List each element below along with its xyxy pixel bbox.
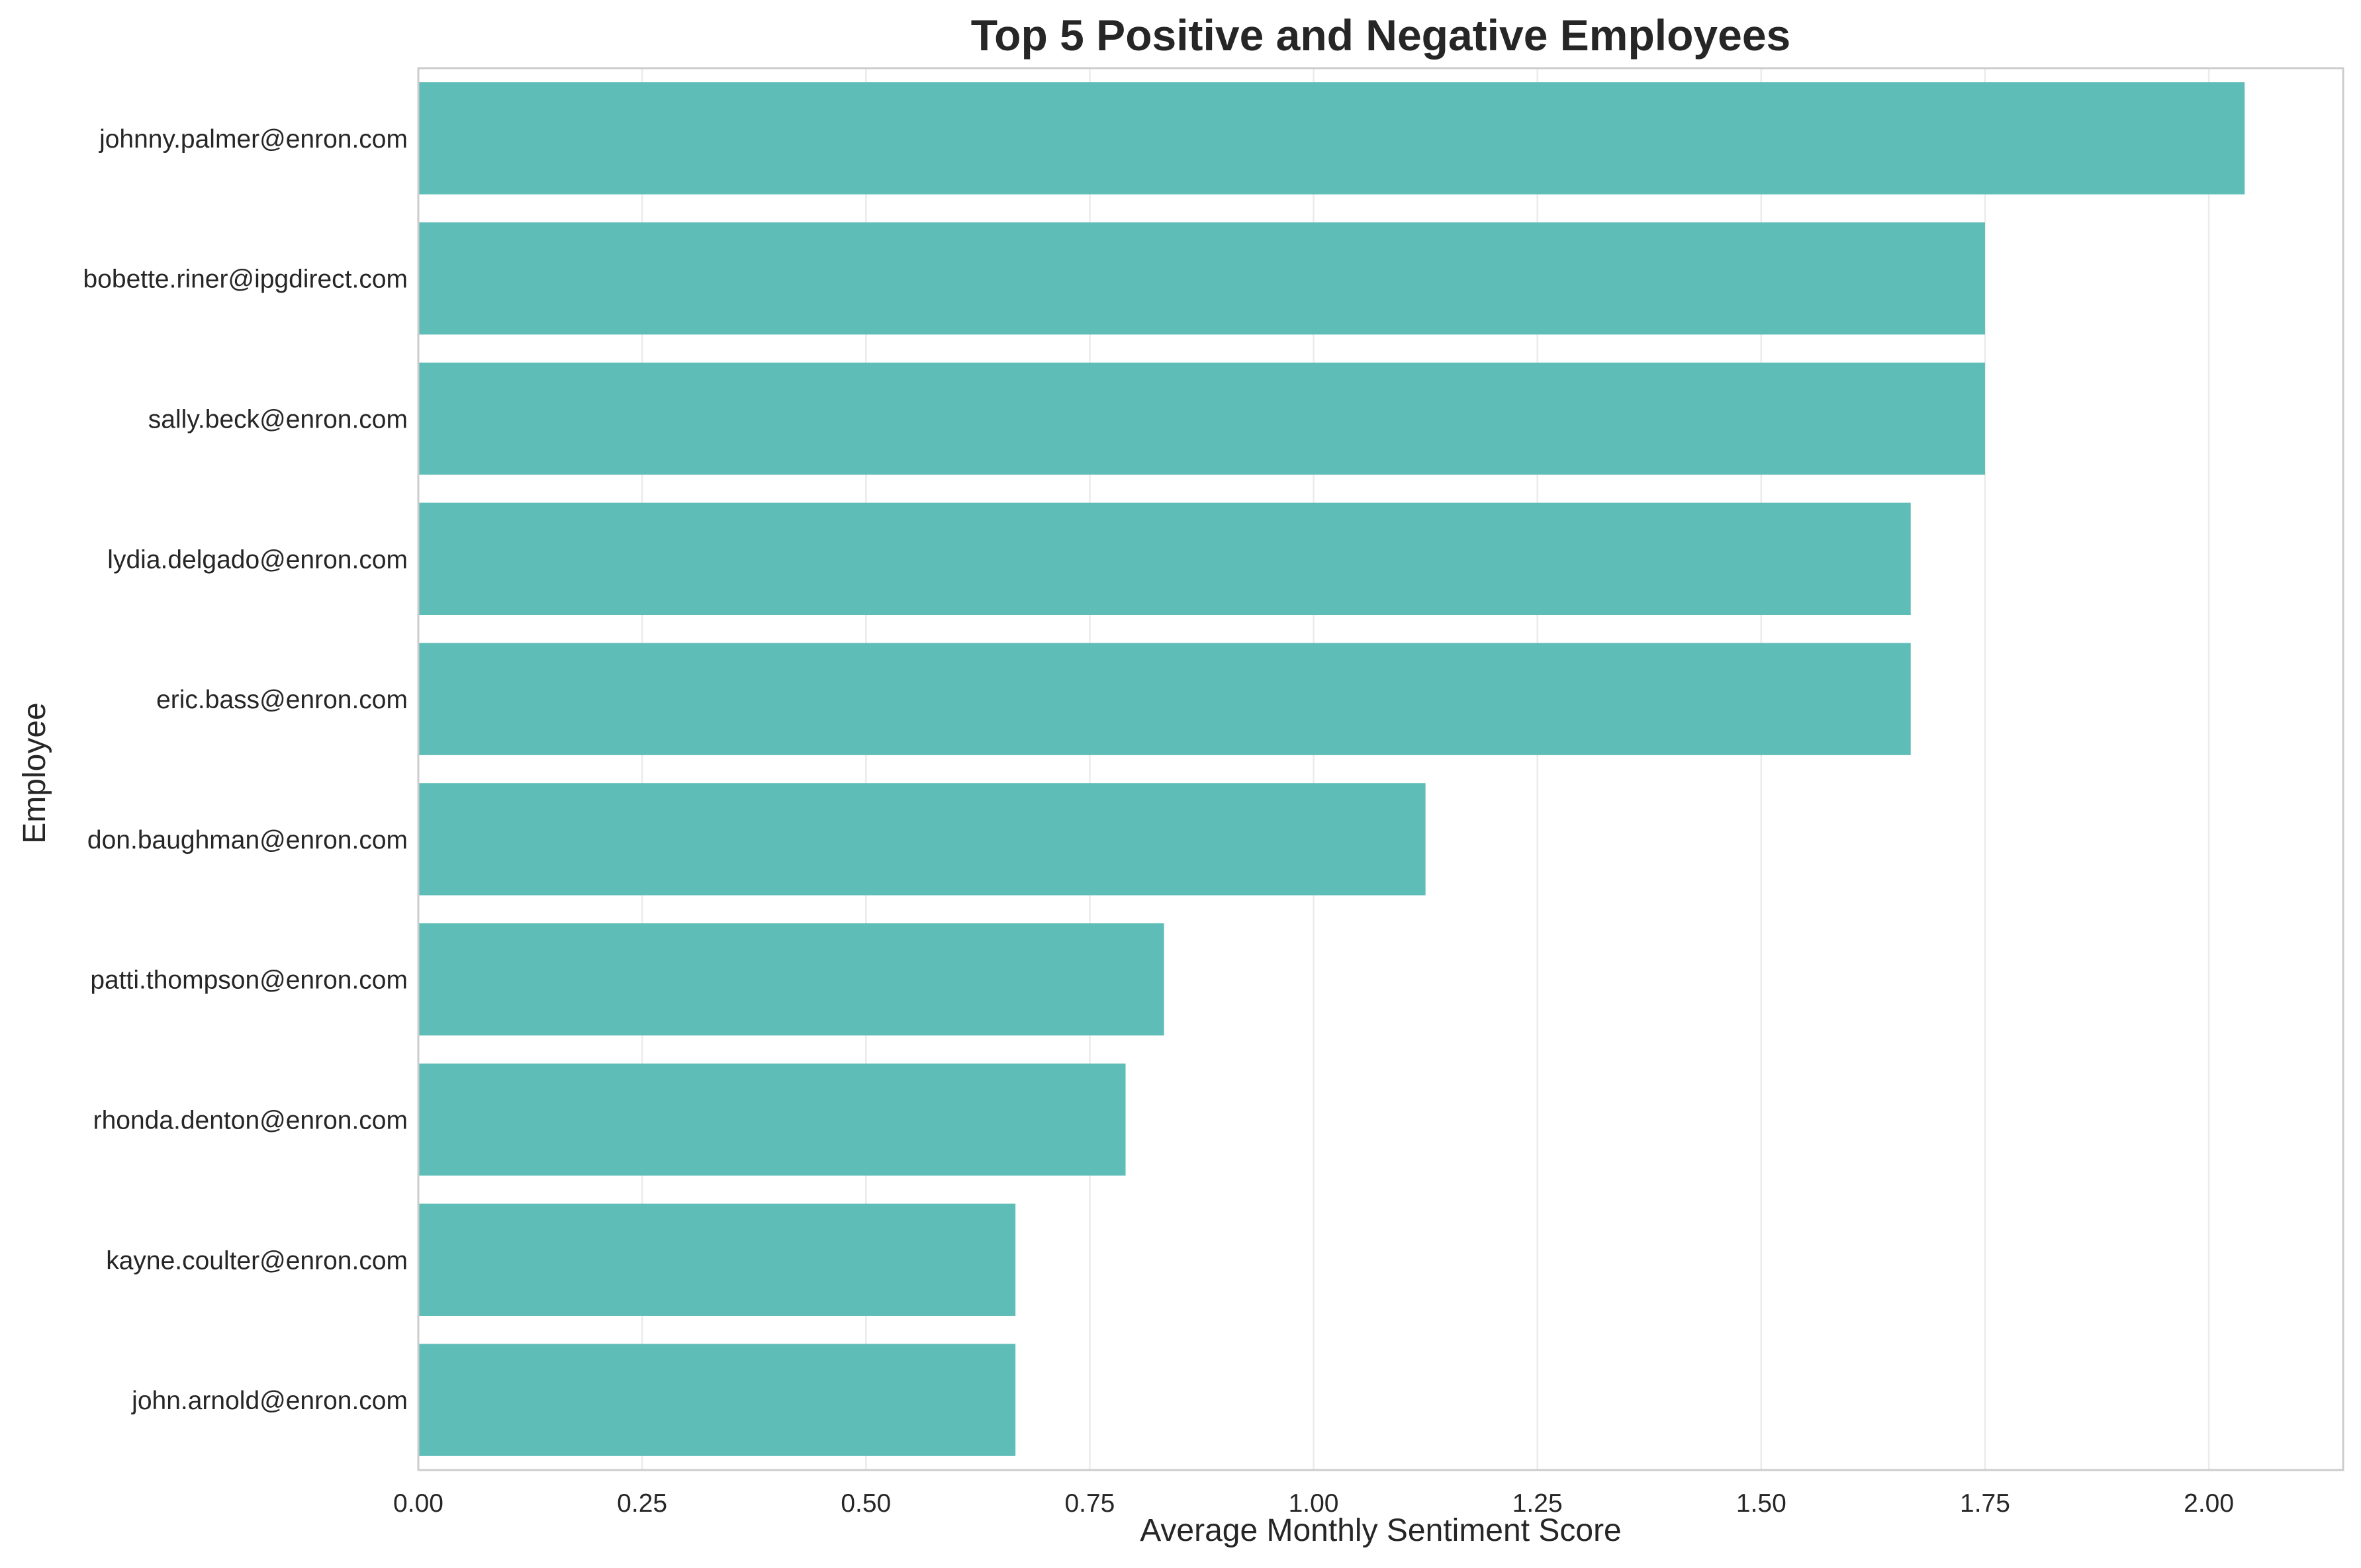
x-tick-label: 0.50 — [841, 1489, 891, 1518]
x-tick-label: 0.75 — [1064, 1489, 1115, 1518]
x-tick-label: 2.00 — [2184, 1489, 2234, 1518]
bar — [418, 783, 1426, 896]
y-tick-label: sally.beck@enron.com — [148, 406, 408, 434]
plot-area-frame — [417, 67, 2344, 1471]
chart-title: Top 5 Positive and Negative Employees — [971, 11, 1791, 60]
x-tick-label: 0.00 — [393, 1489, 443, 1518]
y-tick-labels: johnny.palmer@enron.com bobette.riner@ipg… — [83, 125, 408, 1415]
y-tick-label: bobette.riner@ipgdirect.com — [83, 265, 408, 294]
x-tick-label: 1.75 — [1960, 1489, 2010, 1518]
y-tick-label: eric.bass@enron.com — [156, 686, 408, 714]
bars — [418, 82, 2245, 1456]
y-tick-label: lydia.delgado@enron.com — [107, 545, 408, 574]
x-tick-label: 1.25 — [1512, 1489, 1563, 1518]
bar — [418, 643, 1911, 755]
bar — [418, 1063, 1126, 1176]
bar — [418, 923, 1164, 1036]
y-tick-label: kayne.coulter@enron.com — [106, 1246, 408, 1275]
y-tick-label: john.arnold@enron.com — [131, 1387, 408, 1415]
y-axis-label: Employee — [17, 702, 52, 843]
y-tick-label: patti.thompson@enron.com — [90, 966, 408, 995]
bar — [418, 82, 2245, 195]
bar — [418, 222, 1985, 335]
x-tick-labels: 0.00 0.25 0.50 0.75 1.00 1.25 1.50 1.75 2.00 — [393, 1489, 2234, 1518]
x-axis-label: Average Monthly Sentiment Score — [1140, 1513, 1622, 1548]
x-tick-label: 0.25 — [617, 1489, 667, 1518]
bar — [418, 502, 1911, 616]
bar — [418, 1203, 1016, 1316]
y-tick-label: rhonda.denton@enron.com — [93, 1107, 408, 1135]
y-tick-label: don.baughman@enron.com — [87, 826, 408, 854]
x-tick-label: 1.00 — [1289, 1489, 1339, 1518]
bar — [418, 362, 1985, 475]
y-tick-label: johnny.palmer@enron.com — [99, 125, 408, 154]
bar — [418, 1344, 1016, 1456]
x-tick-label: 1.50 — [1736, 1489, 1786, 1518]
